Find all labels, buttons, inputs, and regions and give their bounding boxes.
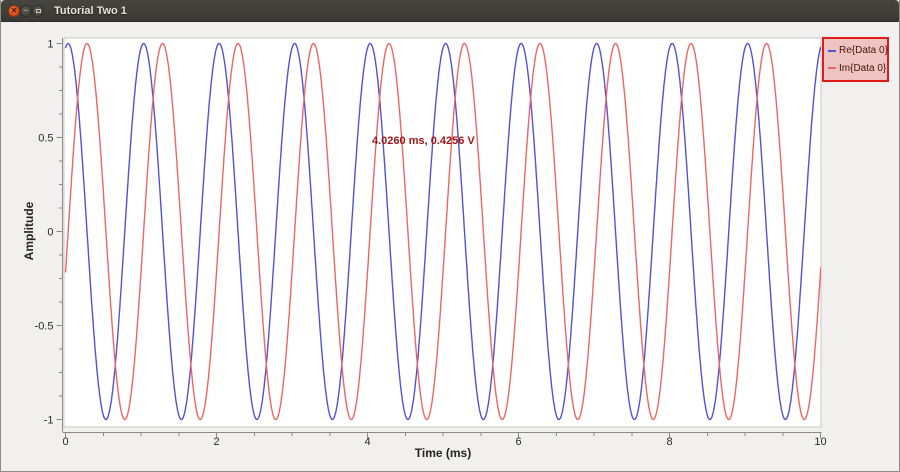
svg-text:0: 0: [62, 436, 68, 448]
legend-line-sample-icon: [828, 67, 836, 70]
svg-text:-1: -1: [44, 415, 54, 427]
legend-item[interactable]: Im{Data 0}: [828, 62, 887, 74]
maximize-icon: [35, 9, 41, 13]
x-axis-title: Time (ms): [414, 446, 472, 460]
svg-text:0: 0: [47, 227, 53, 239]
minimize-button[interactable]: −: [20, 5, 32, 17]
close-icon: ✕: [10, 6, 18, 15]
svg-text:8: 8: [666, 436, 672, 448]
close-button[interactable]: ✕: [8, 5, 20, 17]
svg-text:-0.5: -0.5: [35, 321, 54, 333]
svg-text:1: 1: [47, 39, 53, 51]
cursor-readout: 4.0260 ms, 0.4256 V: [372, 135, 475, 147]
svg-text:2: 2: [213, 436, 219, 448]
svg-text:10: 10: [814, 436, 826, 448]
titlebar: ✕ − Tutorial Two 1: [1, 0, 899, 22]
minimize-icon: −: [23, 6, 29, 15]
maximize-button[interactable]: [32, 5, 44, 17]
legend-item[interactable]: Re{Data 0}: [828, 45, 888, 57]
window-title: Tutorial Two 1: [54, 5, 127, 17]
legend[interactable]: Re{Data 0} Im{Data 0}: [822, 37, 889, 82]
plot-area: 0 2 4 6 8 10 1 0.5 0 -0.5 -1 Amplitude Time (ms) 4…: [1, 22, 900, 472]
legend-line-sample-icon: [828, 49, 836, 52]
svg-text:4: 4: [364, 436, 370, 448]
legend-item-label: Re{Data 0}: [839, 45, 888, 57]
waveform-chart[interactable]: 0 2 4 6 8 10 1 0.5 0 -0.5 -1: [1, 22, 900, 472]
svg-text:6: 6: [515, 436, 521, 448]
y-axis-title: Amplitude: [22, 201, 36, 261]
svg-text:0.5: 0.5: [38, 133, 53, 145]
legend-item-label: Im{Data 0}: [839, 62, 887, 74]
